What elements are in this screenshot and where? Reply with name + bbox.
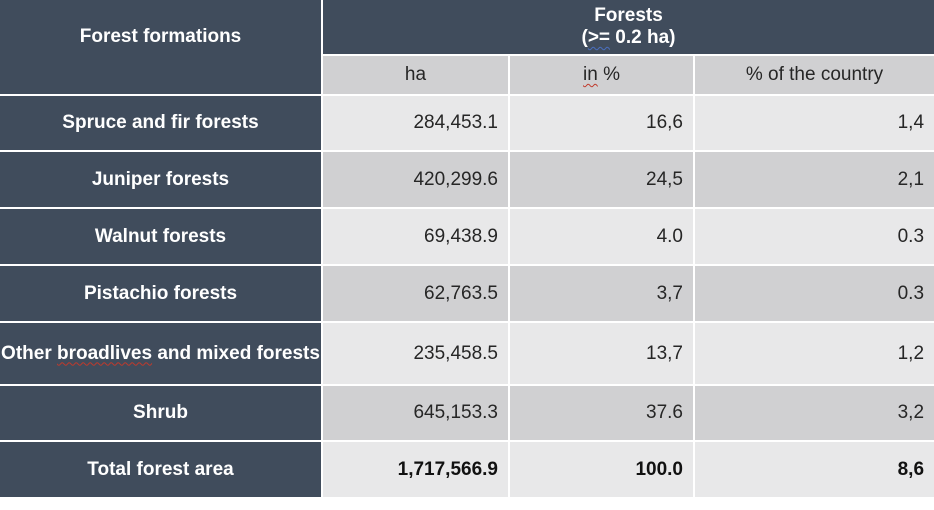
- table-row-total: Total forest area 1,717,566.9 100.0 8,6: [0, 442, 934, 499]
- cell-country: 1,2: [695, 323, 934, 386]
- column-header-ha: ha: [323, 56, 510, 96]
- cell-pct: 16,6: [510, 96, 695, 152]
- column-header-in-percent: in %: [510, 56, 695, 96]
- cell-ha: 235,458.5: [323, 323, 510, 386]
- cell-pct: 24,5: [510, 152, 695, 209]
- cell-ha: 69,438.9: [323, 209, 510, 266]
- group-header-line2: (>= 0.2 ha): [581, 27, 676, 48]
- row-label: Spruce and fir forests: [0, 96, 323, 152]
- cell-country: 8,6: [695, 442, 934, 499]
- table-row: Juniper forests 420,299.6 24,5 2,1: [0, 152, 934, 209]
- spellcheck-marked-text: broadlives: [57, 342, 153, 364]
- corner-header-label: Forest formations: [79, 26, 242, 47]
- cell-country: 0.3: [695, 209, 934, 266]
- table-row: Other broadlives and mixed forests 235,4…: [0, 323, 934, 386]
- cell-country: 0.3: [695, 266, 934, 323]
- cell-pct: 37.6: [510, 386, 695, 442]
- cell-ha: 645,153.3: [323, 386, 510, 442]
- row-label: Pistachio forests: [0, 266, 323, 323]
- row-label: Walnut forests: [0, 209, 323, 266]
- table-row: Walnut forests 69,438.9 4.0 0.3: [0, 209, 934, 266]
- row-label: Juniper forests: [0, 152, 323, 209]
- cell-ha: 284,453.1: [323, 96, 510, 152]
- table-row: Pistachio forests 62,763.5 3,7 0.3: [0, 266, 934, 323]
- cell-country: 2,1: [695, 152, 934, 209]
- cell-ha: 1,717,566.9: [323, 442, 510, 499]
- cell-country: 1,4: [695, 96, 934, 152]
- group-header-line1: Forests: [594, 5, 663, 26]
- spellcheck-marked-text: in: [583, 64, 598, 85]
- cell-pct: 13,7: [510, 323, 695, 386]
- row-label: Other broadlives and mixed forests: [0, 323, 323, 386]
- cell-country: 3,2: [695, 386, 934, 442]
- table-row: Shrub 645,153.3 37.6 3,2: [0, 386, 934, 442]
- table-row: Spruce and fir forests 284,453.1 16,6 1,…: [0, 96, 934, 152]
- cell-ha: 420,299.6: [323, 152, 510, 209]
- spellcheck-marked-text: >=: [587, 27, 611, 48]
- cell-ha: 62,763.5: [323, 266, 510, 323]
- cell-pct: 3,7: [510, 266, 695, 323]
- row-label: Total forest area: [0, 442, 323, 499]
- cell-pct: 100.0: [510, 442, 695, 499]
- corner-header: Forest formations: [0, 0, 323, 96]
- cell-pct: 4.0: [510, 209, 695, 266]
- forest-formations-table: Forest formations Forests (>= 0.2 ha) ha…: [0, 0, 934, 499]
- row-label: Shrub: [0, 386, 323, 442]
- column-header-percent-country: % of the country: [695, 56, 934, 96]
- group-header-forests: Forests (>= 0.2 ha): [323, 0, 934, 56]
